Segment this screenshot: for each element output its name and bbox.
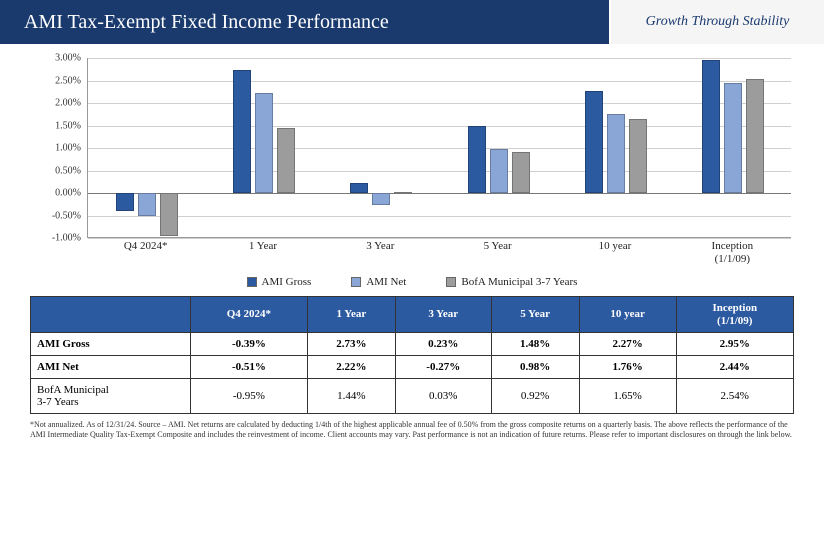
table-cell: 2.22%	[307, 356, 395, 379]
bar	[468, 126, 486, 193]
table-cell: -0.95%	[191, 379, 308, 414]
x-label: 5 Year	[439, 240, 556, 253]
x-label: 1 Year	[204, 240, 321, 253]
bar	[394, 192, 412, 194]
table-row: AMI Net-0.51%2.22%-0.27%0.98%1.76%2.44%	[31, 356, 794, 379]
table-cell: 2.44%	[676, 356, 793, 379]
bar	[350, 183, 368, 193]
legend-swatch	[247, 277, 257, 287]
bar	[702, 60, 720, 193]
bar	[255, 93, 273, 193]
bar	[116, 193, 134, 211]
chart-container: -1.00% -0.50% 0.00% 0.50% 1.00% 1.50% 2.00% 2.5…	[0, 44, 824, 272]
table-cell: 0.98%	[491, 356, 579, 379]
bar	[585, 91, 603, 193]
y-tick: 1.50%	[33, 120, 81, 131]
x-axis-labels: Q4 2024*1 Year3 Year5 Year10 yearIncepti…	[87, 240, 791, 268]
table-cell: 2.27%	[579, 333, 676, 356]
table-header: 10 year	[579, 297, 676, 333]
table-header: Inception(1/1/09)	[676, 297, 793, 333]
bar	[372, 193, 390, 205]
bar	[607, 114, 625, 193]
x-label: 3 Year	[322, 240, 439, 253]
bar	[746, 79, 764, 193]
y-tick: 0.00%	[33, 188, 81, 199]
table-header: 1 Year	[307, 297, 395, 333]
bar-group	[205, 58, 322, 237]
bar	[160, 193, 178, 236]
bar	[490, 149, 508, 193]
row-header: AMI Gross	[31, 333, 191, 356]
table-row: AMI Gross-0.39%2.73%0.23%1.48%2.27%2.95%	[31, 333, 794, 356]
table-cell: 1.65%	[579, 379, 676, 414]
bar	[277, 128, 295, 193]
table-cell: 2.73%	[307, 333, 395, 356]
y-tick: 0.50%	[33, 165, 81, 176]
bar-group	[323, 58, 440, 237]
footnote: *Not annualized. As of 12/31/24. Source …	[0, 414, 824, 440]
gridline	[88, 238, 791, 239]
y-axis: -1.00%-0.50%0.00%0.50%1.00%1.50%2.00%2.5…	[33, 58, 87, 238]
table-cell: 1.48%	[491, 333, 579, 356]
bar	[512, 152, 530, 193]
bar-group	[88, 58, 205, 237]
y-tick: -0.50%	[33, 210, 81, 221]
row-header: BofA Municipal3-7 Years	[31, 379, 191, 414]
bar	[138, 193, 156, 216]
row-header: AMI Net	[31, 356, 191, 379]
table-header: 3 Year	[395, 297, 491, 333]
bar-group	[440, 58, 557, 237]
y-tick: 2.00%	[33, 98, 81, 109]
plot-area	[87, 58, 791, 238]
table-cell: 0.03%	[395, 379, 491, 414]
y-tick: -1.00%	[33, 233, 81, 244]
tagline: Growth Through Stability	[609, 0, 824, 44]
legend-item: AMI Gross	[247, 276, 312, 288]
legend-item: BofA Municipal 3-7 Years	[446, 276, 577, 288]
legend-label: AMI Gross	[262, 276, 312, 288]
table-cell: 1.76%	[579, 356, 676, 379]
legend-label: AMI Net	[366, 276, 406, 288]
table-cell: 2.95%	[676, 333, 793, 356]
table-cell: -0.39%	[191, 333, 308, 356]
table-cell: 0.92%	[491, 379, 579, 414]
legend-label: BofA Municipal 3-7 Years	[461, 276, 577, 288]
bar-group	[675, 58, 792, 237]
bar	[233, 70, 251, 193]
table-cell: 2.54%	[676, 379, 793, 414]
x-label: Inception(1/1/09)	[674, 240, 791, 265]
table-header: 5 Year	[491, 297, 579, 333]
legend-item: AMI Net	[351, 276, 406, 288]
bar	[629, 119, 647, 193]
table-cell: 0.23%	[395, 333, 491, 356]
table-container: Q4 2024*1 Year3 Year5 Year10 yearIncepti…	[0, 296, 824, 414]
table-header: Q4 2024*	[191, 297, 308, 333]
table-corner	[31, 297, 191, 333]
performance-chart: -1.00% -0.50% 0.00% 0.50% 1.00% 1.50% 2.00% 2.5…	[33, 58, 791, 268]
table-cell: -0.51%	[191, 356, 308, 379]
page-title: AMI Tax-Exempt Fixed Income Performance	[0, 0, 609, 44]
y-tick: 3.00%	[33, 53, 81, 64]
bar-group	[557, 58, 674, 237]
header: AMI Tax-Exempt Fixed Income Performance …	[0, 0, 824, 44]
bar	[724, 83, 742, 193]
performance-table: Q4 2024*1 Year3 Year5 Year10 yearIncepti…	[30, 296, 794, 414]
legend-swatch	[446, 277, 456, 287]
table-cell: -0.27%	[395, 356, 491, 379]
x-label: Q4 2024*	[87, 240, 204, 253]
chart-legend: AMI Gross AMI Net BofA Municipal 3-7 Years	[0, 272, 824, 296]
y-tick: 2.50%	[33, 75, 81, 86]
table-row: BofA Municipal3-7 Years-0.95%1.44%0.03%0…	[31, 379, 794, 414]
legend-swatch	[351, 277, 361, 287]
table-cell: 1.44%	[307, 379, 395, 414]
x-label: 10 year	[556, 240, 673, 253]
y-tick: 1.00%	[33, 143, 81, 154]
